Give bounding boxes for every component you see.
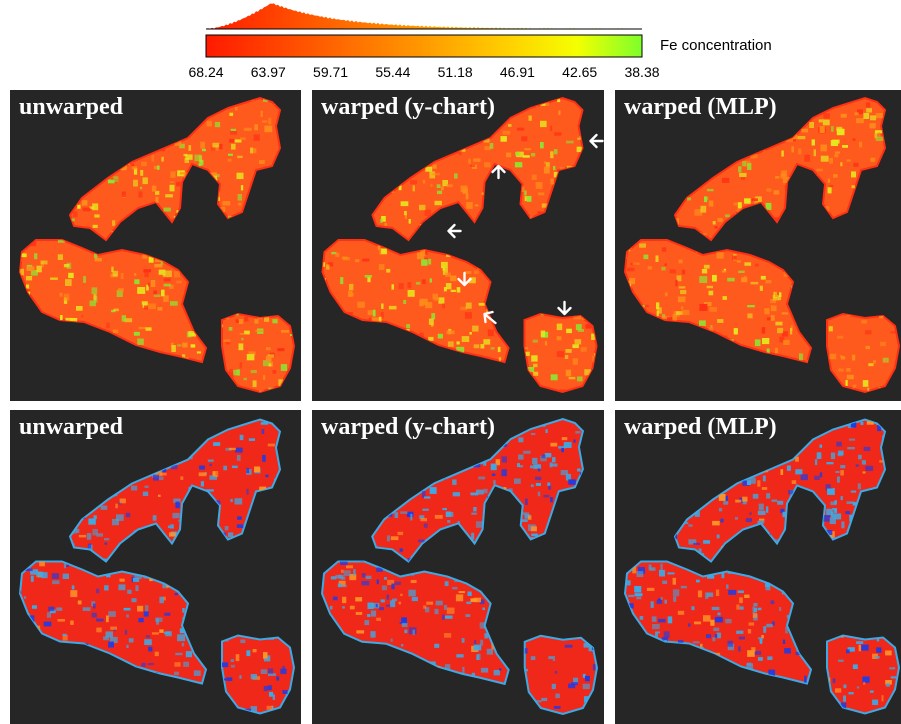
sample-region-1 bbox=[371, 96, 584, 242]
arrow-left-icon bbox=[447, 223, 462, 239]
colorbar-tick-label: 63.97 bbox=[250, 64, 286, 80]
panel-fe-warped-ychart: warped (y-chart) bbox=[312, 90, 604, 401]
colorbar-graphic bbox=[205, 3, 643, 58]
colorbar-tick-label: 38.38 bbox=[624, 64, 660, 80]
fe-map-unwarped bbox=[18, 96, 296, 394]
colorbar-tick-label: 55.44 bbox=[375, 64, 411, 80]
sample-region-2 bbox=[623, 560, 813, 685]
colorbar-gradient bbox=[205, 34, 643, 58]
panel-fe-warped-mlp: warped (MLP) bbox=[615, 90, 901, 401]
panel-diff-warped-mlp: warped (MLP) bbox=[615, 410, 901, 724]
diff-map-warped-ychart bbox=[321, 417, 598, 716]
panel-diff-unwarped: unwarped bbox=[10, 410, 301, 724]
sample-region-2 bbox=[18, 560, 208, 685]
colorbar-tick-label: 68.24 bbox=[188, 64, 224, 80]
sample-region-3 bbox=[826, 312, 901, 394]
sample-region-1 bbox=[673, 96, 887, 242]
colorbar-title: Fe concentration bbox=[660, 37, 772, 54]
sample-region-3 bbox=[826, 634, 901, 715]
panel-label: unwarped bbox=[19, 94, 124, 120]
artifact-arrows bbox=[447, 133, 604, 325]
sample-region-2 bbox=[18, 239, 208, 364]
diff-map-warped-mlp bbox=[623, 418, 901, 715]
panel-label: warped (MLP) bbox=[624, 94, 777, 120]
arrow-up-icon bbox=[491, 164, 506, 180]
panel-label: unwarped bbox=[19, 414, 124, 440]
fe-map-warped-mlp bbox=[623, 96, 901, 394]
panel-diff-warped-ychart: warped (y-chart) bbox=[312, 410, 604, 724]
arrow-down-icon bbox=[457, 271, 472, 287]
value-histogram bbox=[206, 3, 642, 30]
sample-region-2 bbox=[321, 239, 510, 364]
sample-region-3 bbox=[221, 312, 296, 394]
colorbar-tick-label: 42.65 bbox=[562, 64, 598, 80]
sample-region-3 bbox=[523, 634, 598, 716]
diff-map-unwarped bbox=[18, 418, 296, 715]
panel-label: warped (y-chart) bbox=[321, 94, 495, 120]
colorbar: 68.24 63.97 59.71 55.44 51.18 46.91 42.65 38.38… bbox=[0, 0, 901, 90]
arrow-down-icon bbox=[557, 300, 572, 316]
panel-label: warped (MLP) bbox=[624, 414, 777, 440]
arrow-up-left-icon bbox=[483, 310, 497, 325]
fe-map-warped-ychart bbox=[321, 96, 604, 394]
sample-region-3 bbox=[221, 634, 296, 715]
colorbar-tick-label: 59.71 bbox=[313, 64, 349, 80]
panel-label: warped (y-chart) bbox=[321, 414, 495, 440]
arrow-left-icon bbox=[589, 133, 604, 149]
panel-fe-unwarped: unwarped bbox=[10, 90, 301, 401]
colorbar-tick-label: 46.91 bbox=[499, 64, 535, 80]
colorbar-tick-label: 51.18 bbox=[437, 64, 473, 80]
